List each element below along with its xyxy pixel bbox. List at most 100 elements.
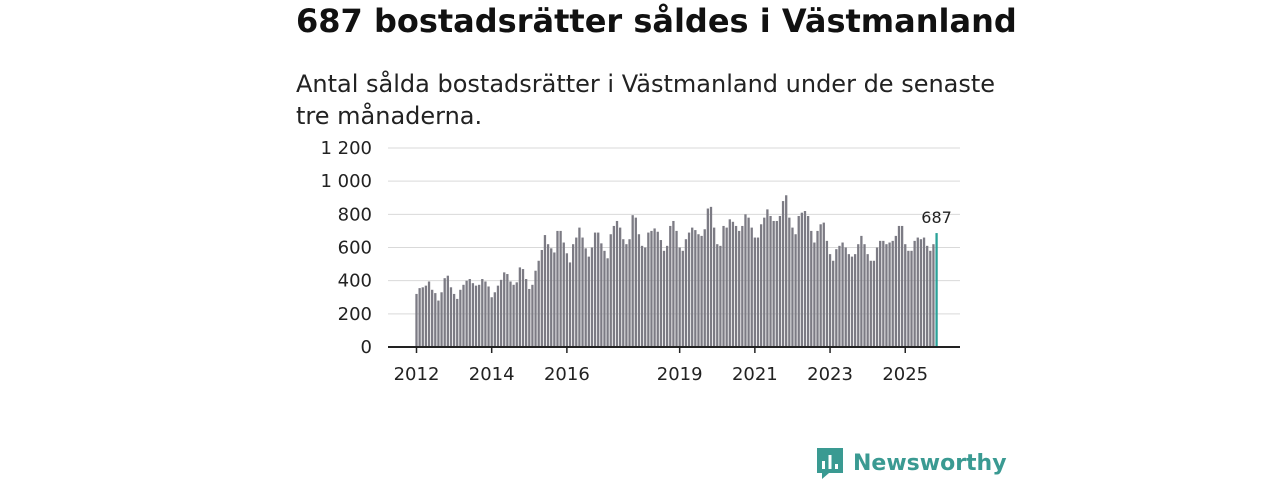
bar (600, 243, 603, 347)
bar (753, 237, 757, 347)
bar (904, 244, 907, 347)
bar (493, 292, 496, 347)
bar (622, 239, 625, 347)
bar (803, 211, 807, 347)
bar (647, 232, 650, 347)
bar (487, 286, 490, 347)
axes (388, 346, 960, 353)
bar (907, 250, 910, 347)
bar (625, 244, 628, 347)
last-value-label: 687 (921, 208, 952, 227)
bar (709, 206, 713, 347)
bar (678, 247, 681, 347)
bar (581, 237, 584, 347)
bar (675, 230, 678, 347)
bar (797, 215, 800, 347)
bar (719, 245, 722, 347)
bar (785, 195, 788, 347)
y-tick-label: 1 200 (320, 138, 372, 159)
bar (656, 231, 659, 347)
bar (568, 262, 572, 347)
bar (465, 280, 468, 347)
bar (694, 230, 697, 347)
bar (725, 227, 728, 347)
bar (866, 254, 869, 347)
bar (838, 245, 841, 347)
bar (431, 289, 434, 347)
bar (853, 254, 857, 347)
bar (618, 227, 622, 347)
bar (832, 260, 835, 347)
bar (540, 249, 543, 347)
bar (565, 253, 569, 347)
bar (590, 247, 594, 347)
bar (800, 212, 804, 347)
bar (672, 220, 675, 347)
bar (669, 225, 672, 347)
bar (550, 248, 553, 347)
bar (597, 232, 600, 347)
bar (615, 220, 619, 347)
bar (640, 245, 644, 347)
bar (731, 221, 735, 347)
bar (756, 237, 760, 347)
bar (424, 285, 428, 347)
bar (775, 220, 778, 347)
bar (794, 234, 797, 347)
tick-labels: 0 200 400 600 800 1 000 1 200 2012 2014 2016 2019 2… (320, 138, 951, 385)
y-tick-label: 800 (338, 204, 372, 225)
bar (716, 244, 719, 347)
bar (634, 217, 637, 347)
bar (490, 297, 493, 347)
bar (578, 227, 581, 347)
bar (926, 245, 929, 347)
bar (659, 240, 663, 347)
bar (471, 283, 475, 347)
chart-subtitle: Antal sålda bostadsrätter i Västmanland … (296, 70, 996, 130)
bar (593, 232, 597, 347)
bar (897, 225, 901, 347)
bar (741, 225, 744, 347)
bar (750, 227, 753, 347)
bar (606, 258, 609, 347)
bar (518, 267, 522, 347)
bar (637, 234, 641, 347)
bar (763, 217, 766, 347)
bar (738, 230, 741, 347)
bar (521, 269, 525, 347)
bar (446, 275, 449, 347)
chart-title: 687 bostadsrätter såldes i Västmanland (296, 2, 1017, 40)
bar (543, 235, 547, 347)
bar-chart: 0 200 400 600 800 1 000 1 200 2012 2014 2016 2019 2… (320, 138, 960, 385)
bar (503, 272, 506, 347)
bar (894, 235, 897, 347)
bar (841, 242, 844, 347)
bar (506, 274, 509, 347)
bar (806, 215, 810, 347)
bar (437, 300, 440, 347)
bar (575, 237, 578, 347)
x-tick-label: 2019 (657, 364, 703, 385)
bar (813, 242, 816, 347)
bar (778, 215, 782, 347)
bar (452, 293, 456, 347)
bar (788, 217, 791, 347)
bar-highlight (935, 233, 938, 347)
bar (891, 240, 894, 347)
x-tick-label: 2025 (882, 364, 928, 385)
bar (534, 270, 537, 347)
bar (443, 278, 446, 347)
bar (759, 224, 763, 347)
bar (427, 281, 431, 347)
bar (603, 250, 606, 347)
bar (769, 215, 772, 347)
bar (653, 228, 656, 347)
bar (863, 244, 866, 347)
bar (728, 219, 731, 347)
bar (888, 242, 891, 347)
bars (415, 195, 938, 347)
bar (791, 227, 794, 347)
bar (562, 242, 565, 347)
bar (459, 289, 462, 347)
bar (882, 240, 885, 347)
